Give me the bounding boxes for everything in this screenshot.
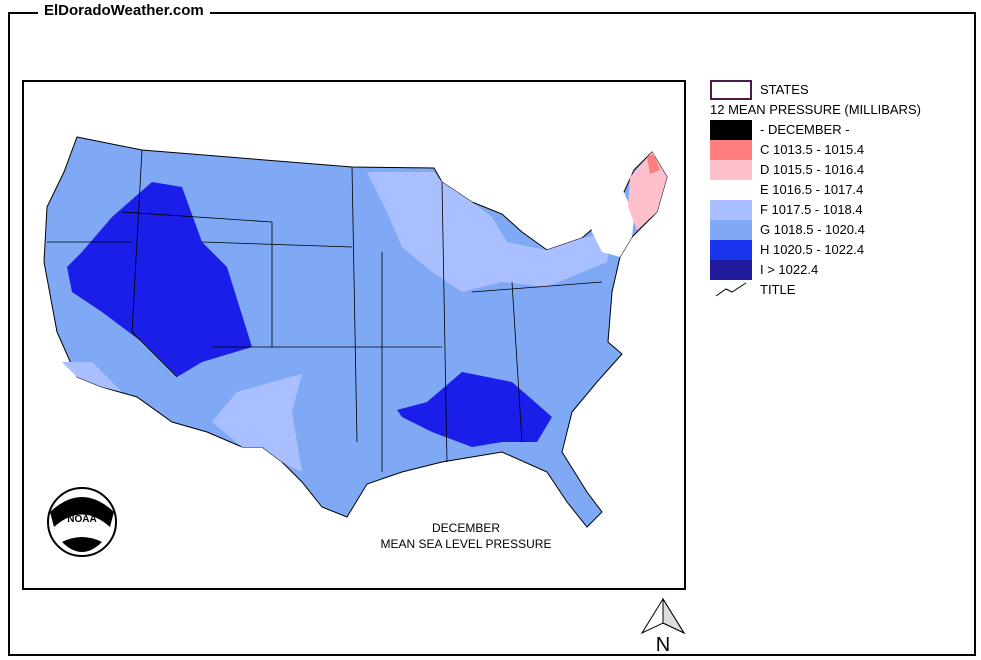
states-swatch [710, 80, 752, 100]
line-symbol-icon [715, 282, 747, 297]
map-title: DECEMBER MEAN SEA LEVEL PRESSURE [380, 520, 552, 552]
region-c-maine [647, 154, 660, 174]
north-arrow-icon: N [640, 597, 686, 655]
legend-label: STATES [760, 82, 809, 97]
region-f-north [367, 172, 612, 292]
noaa-logo-text: NOAA [67, 514, 96, 525]
map-title-line2: MEAN SEA LEVEL PRESSURE [380, 537, 552, 551]
outer-frame [8, 12, 976, 656]
region-d-maine [628, 152, 667, 230]
region-e-new-england [587, 192, 634, 257]
north-label: N [656, 634, 670, 655]
site-title: ElDoradoWeather.com [38, 2, 210, 19]
map-frame: NOAA [22, 80, 686, 590]
region-h-southeast [397, 372, 552, 447]
region-f-southwest [62, 362, 302, 472]
region-h-west [67, 182, 252, 377]
noaa-logo: NOAA [47, 487, 117, 557]
state-lines [47, 149, 603, 472]
map-title-line1: DECEMBER [431, 521, 500, 535]
us-pressure-map: NOAA [43, 136, 668, 557]
